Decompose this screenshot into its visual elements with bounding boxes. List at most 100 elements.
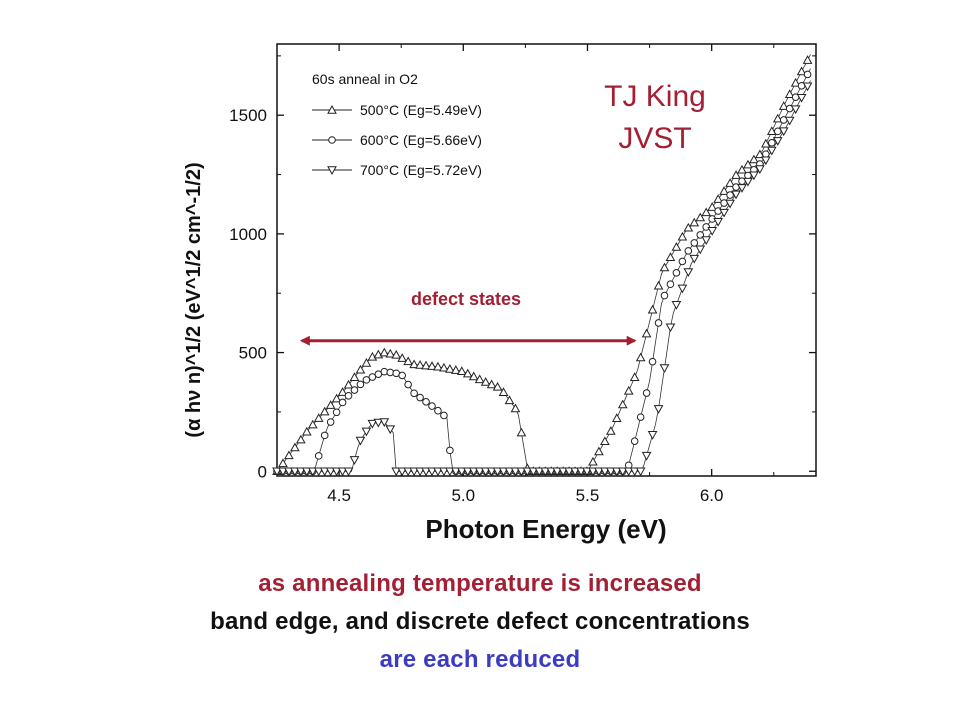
data-point bbox=[642, 389, 651, 397]
data-point bbox=[726, 191, 734, 199]
data-point bbox=[474, 467, 485, 477]
data-point bbox=[695, 212, 706, 222]
data-point bbox=[295, 467, 306, 477]
data-point bbox=[600, 436, 610, 446]
data-point bbox=[737, 164, 747, 174]
data-point bbox=[659, 262, 670, 272]
data-point bbox=[474, 374, 485, 384]
data-point bbox=[307, 467, 318, 477]
data-point bbox=[766, 146, 777, 156]
data-point bbox=[295, 434, 306, 444]
data-point bbox=[582, 467, 592, 477]
data-point bbox=[498, 387, 509, 396]
data-point bbox=[707, 202, 718, 211]
data-point bbox=[796, 93, 807, 103]
data-point bbox=[629, 372, 640, 381]
data-point bbox=[462, 467, 473, 477]
data-point bbox=[635, 352, 646, 362]
data-point bbox=[391, 467, 402, 477]
data-point bbox=[356, 380, 365, 389]
data-point bbox=[415, 360, 425, 369]
data-point bbox=[647, 430, 658, 440]
data-point bbox=[766, 126, 777, 135]
data-point bbox=[350, 386, 359, 394]
data-point bbox=[290, 467, 300, 477]
data-point bbox=[636, 413, 645, 421]
data-point bbox=[540, 467, 551, 477]
data-point bbox=[272, 467, 282, 477]
data-point bbox=[307, 419, 318, 429]
data-point bbox=[802, 55, 813, 64]
data-point bbox=[337, 467, 348, 477]
data-point bbox=[594, 446, 604, 456]
x-tick-label: 5.0 bbox=[451, 486, 475, 505]
data-point bbox=[284, 467, 294, 477]
data-point bbox=[534, 467, 545, 477]
data-point bbox=[576, 467, 586, 477]
axis-ticks: 4.5 5.0 5.5 6.0 0 500 1000 1500 bbox=[229, 44, 816, 505]
series-1 bbox=[272, 54, 813, 475]
data-point bbox=[784, 116, 795, 126]
data-point bbox=[498, 467, 509, 477]
data-point bbox=[404, 380, 412, 389]
data-point bbox=[731, 190, 741, 200]
plot-frame bbox=[276, 43, 817, 477]
data-point bbox=[778, 101, 789, 110]
data-point bbox=[468, 467, 479, 477]
data-point bbox=[349, 372, 360, 381]
data-point bbox=[319, 467, 330, 477]
data-point bbox=[605, 426, 616, 435]
legend: 60s anneal in O2 500°C (Eg=5.49eV) 600°C … bbox=[312, 71, 482, 178]
data-point bbox=[767, 138, 776, 147]
data-point bbox=[278, 458, 288, 468]
data-point bbox=[630, 437, 639, 445]
data-point bbox=[439, 362, 449, 372]
data-point bbox=[772, 113, 783, 123]
data-point bbox=[790, 105, 801, 115]
data-point bbox=[379, 347, 390, 357]
data-point bbox=[398, 371, 406, 380]
data-point bbox=[522, 467, 533, 477]
data-point bbox=[492, 381, 503, 391]
data-point bbox=[714, 207, 722, 215]
data-point bbox=[707, 227, 718, 236]
data-point bbox=[450, 467, 461, 477]
data-point bbox=[361, 427, 372, 437]
data-point bbox=[564, 467, 574, 477]
y-tick-label: 1000 bbox=[229, 225, 267, 244]
data-point bbox=[725, 199, 735, 209]
x-tick-label: 6.0 bbox=[700, 486, 724, 505]
data-point bbox=[516, 467, 527, 477]
data-point bbox=[654, 319, 663, 327]
data-point bbox=[624, 461, 633, 470]
data-point bbox=[653, 405, 664, 414]
data-point bbox=[434, 406, 442, 415]
data-point bbox=[313, 467, 324, 477]
data-point bbox=[462, 368, 473, 378]
annotation-defect-states: defect states bbox=[411, 289, 521, 309]
data-point bbox=[326, 418, 335, 426]
data-point bbox=[690, 239, 699, 247]
data-point bbox=[677, 284, 688, 294]
data-point bbox=[416, 393, 424, 402]
data-point bbox=[397, 467, 408, 477]
data-point bbox=[743, 159, 753, 169]
caption-line-3: are each reduced bbox=[379, 646, 581, 673]
data-point bbox=[361, 357, 372, 367]
series-line bbox=[277, 68, 811, 472]
data-point bbox=[713, 194, 723, 203]
data-point bbox=[552, 467, 563, 477]
data-point bbox=[671, 242, 682, 251]
data-series bbox=[272, 54, 813, 477]
data-point bbox=[385, 425, 396, 435]
data-point bbox=[588, 467, 598, 477]
data-point bbox=[313, 413, 324, 422]
data-point bbox=[337, 387, 348, 396]
data-point bbox=[456, 467, 467, 477]
data-point bbox=[319, 406, 330, 416]
data-point bbox=[338, 398, 347, 407]
data-point bbox=[683, 222, 694, 232]
data-point bbox=[428, 402, 436, 410]
data-point bbox=[611, 413, 622, 422]
data-point bbox=[749, 171, 759, 181]
